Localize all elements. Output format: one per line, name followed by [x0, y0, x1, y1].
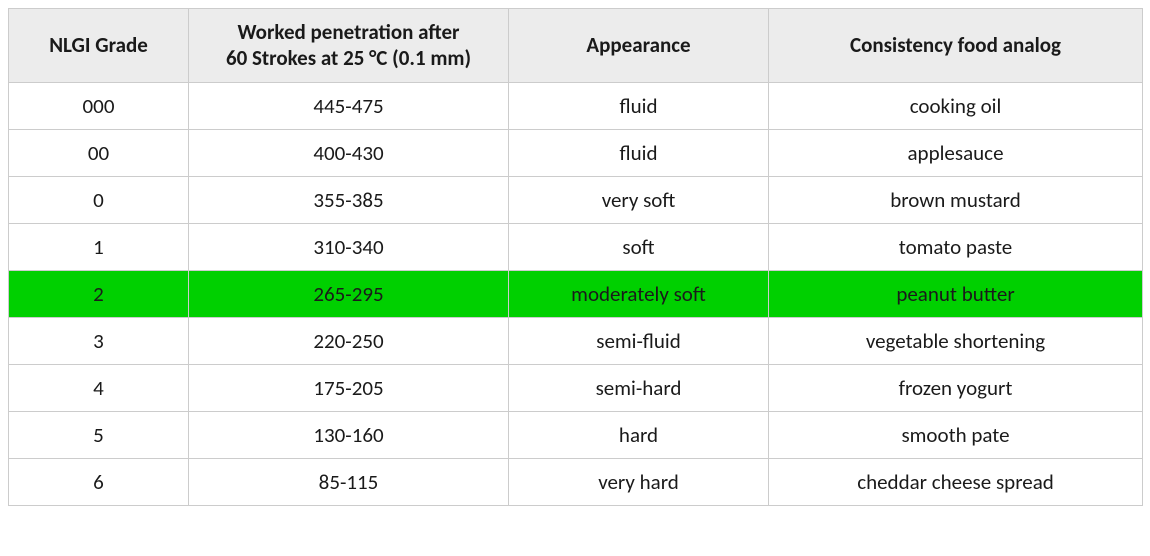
cell-penetration: 220-250: [189, 317, 509, 364]
cell-grade: 1: [9, 223, 189, 270]
cell-penetration: 265-295: [189, 270, 509, 317]
cell-grade: 2: [9, 270, 189, 317]
cell-analog: vegetable shortening: [769, 317, 1143, 364]
cell-analog: tomato paste: [769, 223, 1143, 270]
cell-appearance: soft: [509, 223, 769, 270]
col-header-appearance: Appearance: [509, 9, 769, 83]
table-row: 000 445-475 fluid cooking oil: [9, 82, 1143, 129]
cell-grade: 4: [9, 364, 189, 411]
cell-analog: cooking oil: [769, 82, 1143, 129]
cell-penetration: 445-475: [189, 82, 509, 129]
cell-penetration: 175-205: [189, 364, 509, 411]
cell-appearance: hard: [509, 411, 769, 458]
cell-appearance: semi-fluid: [509, 317, 769, 364]
cell-grade: 3: [9, 317, 189, 364]
cell-penetration: 310-340: [189, 223, 509, 270]
nlgi-grade-table: NLGI Grade Worked penetration after60 St…: [8, 8, 1143, 506]
cell-appearance: fluid: [509, 82, 769, 129]
col-header-penetration: Worked penetration after60 Strokes at 25…: [189, 9, 509, 83]
table-row: 6 85-115 very hard cheddar cheese spread: [9, 458, 1143, 505]
cell-analog: smooth pate: [769, 411, 1143, 458]
cell-appearance: fluid: [509, 129, 769, 176]
cell-penetration: 400-430: [189, 129, 509, 176]
cell-grade: 6: [9, 458, 189, 505]
cell-analog: cheddar cheese spread: [769, 458, 1143, 505]
table-header-row: NLGI Grade Worked penetration after60 St…: [9, 9, 1143, 83]
cell-appearance: moderately soft: [509, 270, 769, 317]
table-row: 0 355-385 very soft brown mustard: [9, 176, 1143, 223]
cell-penetration: 355-385: [189, 176, 509, 223]
col-header-analog: Consistency food analog: [769, 9, 1143, 83]
cell-analog: brown mustard: [769, 176, 1143, 223]
cell-analog: frozen yogurt: [769, 364, 1143, 411]
table-row: 4 175-205 semi-hard frozen yogurt: [9, 364, 1143, 411]
cell-grade: 0: [9, 176, 189, 223]
col-header-grade: NLGI Grade: [9, 9, 189, 83]
table-row: 5 130-160 hard smooth pate: [9, 411, 1143, 458]
table-row-highlight: 2 265-295 moderately soft peanut butter: [9, 270, 1143, 317]
table-row: 1 310-340 soft tomato paste: [9, 223, 1143, 270]
table-row: 00 400-430 fluid applesauce: [9, 129, 1143, 176]
cell-grade: 00: [9, 129, 189, 176]
cell-appearance: very hard: [509, 458, 769, 505]
cell-penetration: 85-115: [189, 458, 509, 505]
cell-appearance: very soft: [509, 176, 769, 223]
cell-grade: 5: [9, 411, 189, 458]
cell-analog: applesauce: [769, 129, 1143, 176]
cell-grade: 000: [9, 82, 189, 129]
table-row: 3 220-250 semi-fluid vegetable shortenin…: [9, 317, 1143, 364]
cell-appearance: semi-hard: [509, 364, 769, 411]
cell-penetration: 130-160: [189, 411, 509, 458]
cell-analog: peanut butter: [769, 270, 1143, 317]
